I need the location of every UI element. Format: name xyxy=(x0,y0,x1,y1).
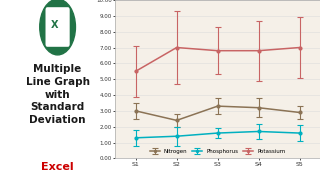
Text: Multiple
Line Graph
with
Standard
Deviation: Multiple Line Graph with Standard Deviat… xyxy=(26,64,90,125)
Text: X: X xyxy=(51,20,59,30)
FancyBboxPatch shape xyxy=(45,7,70,47)
Legend: Nitrogen, Phosphorus, Potassium: Nitrogen, Phosphorus, Potassium xyxy=(148,147,287,156)
Text: Excel: Excel xyxy=(41,162,74,172)
Circle shape xyxy=(40,0,76,55)
